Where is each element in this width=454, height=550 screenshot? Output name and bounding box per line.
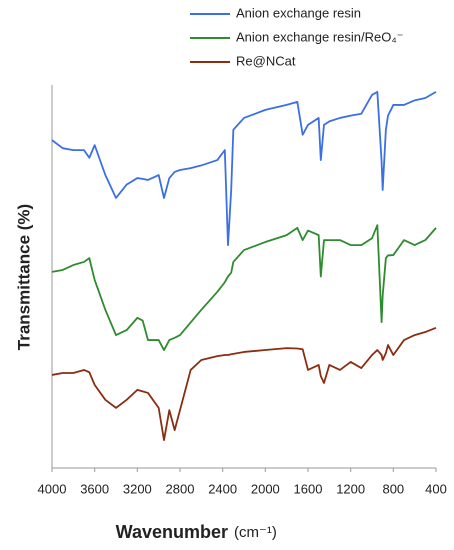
x-tick-label: 400 xyxy=(425,481,447,496)
x-tick-label: 3600 xyxy=(80,481,109,496)
x-tick-label: 800 xyxy=(382,481,404,496)
legend-label: Anion exchange resin/ReO₄⁻ xyxy=(236,29,404,44)
x-tick-label: 2400 xyxy=(208,481,237,496)
x-tick-label: 1600 xyxy=(294,481,323,496)
x-axis-unit: (cm⁻¹) xyxy=(234,524,277,541)
series-line xyxy=(51,326,437,441)
series-line xyxy=(51,90,437,246)
x-tick-label: 4000 xyxy=(38,481,67,496)
x-tick-label: 2000 xyxy=(251,481,280,496)
y-axis-label: Transmittance (%) xyxy=(14,204,33,350)
x-tick-label: 1200 xyxy=(336,481,365,496)
legend-label: Re@NCat xyxy=(236,53,296,68)
series-line xyxy=(51,224,437,351)
legend-label: Anion exchange resin xyxy=(236,5,361,20)
x-axis-label: Wavenumber xyxy=(116,522,228,542)
x-tick-label: 2800 xyxy=(166,481,195,496)
x-tick-label: 3200 xyxy=(123,481,152,496)
